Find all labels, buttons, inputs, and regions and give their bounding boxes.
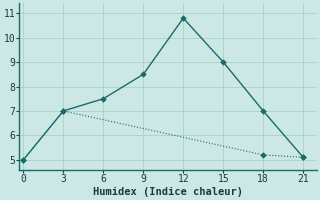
X-axis label: Humidex (Indice chaleur): Humidex (Indice chaleur) bbox=[93, 186, 243, 197]
